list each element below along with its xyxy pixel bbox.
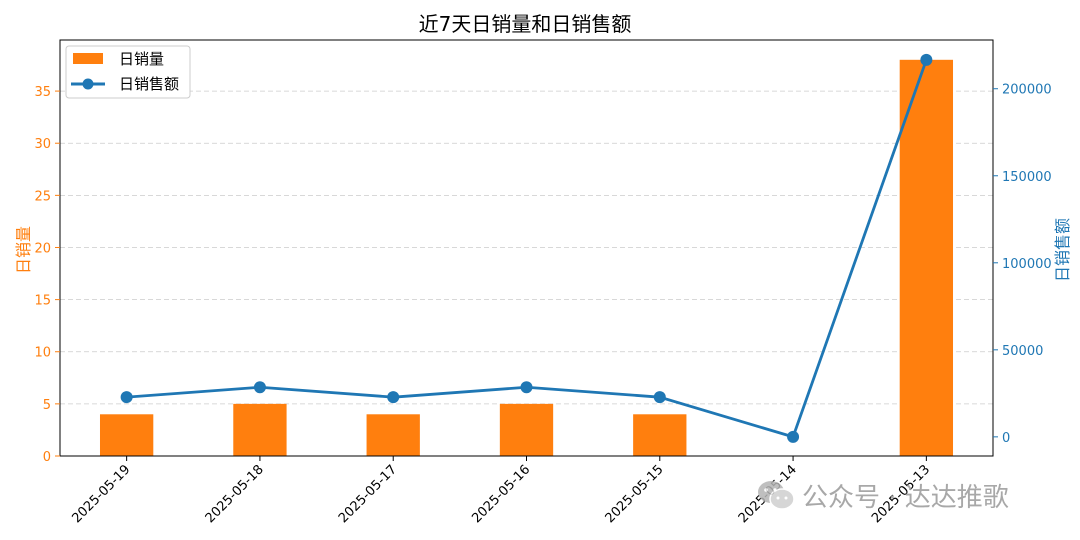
right-tick-label: 200000 [1002, 83, 1052, 98]
left-tick-label: 20 [34, 241, 51, 256]
right-y-axis: 0 50000 100000 150000 200000 [993, 83, 1052, 446]
right-tick-label: 0 [1002, 431, 1010, 446]
left-y-axis-label: 日销量 [14, 226, 33, 274]
left-tick-label: 0 [43, 450, 51, 465]
bar [633, 414, 687, 456]
line-point [387, 391, 400, 404]
left-tick-label: 25 [34, 189, 51, 204]
legend: 日销量 日销售额 [65, 45, 191, 99]
line-point [120, 391, 133, 404]
x-tick-label: 2025-05-19 [69, 462, 133, 526]
watermark: 公众号 · 达达推歌 [756, 478, 1009, 513]
bar [366, 414, 420, 456]
left-tick-label: 15 [34, 294, 51, 309]
line-series [120, 53, 933, 443]
x-tick-label: 2025-05-16 [469, 462, 533, 526]
bar-series [99, 59, 954, 457]
bar [899, 59, 954, 457]
right-tick-label: 100000 [1002, 257, 1052, 272]
line-point [253, 381, 266, 394]
bar [233, 403, 287, 456]
right-y-axis-label: 日销售额 [1053, 218, 1072, 282]
bar [99, 414, 154, 456]
right-tick-label: 150000 [1002, 170, 1052, 185]
legend-line-label: 日销售额 [119, 75, 179, 93]
legend-line-marker [82, 78, 94, 90]
legend-bar-label: 日销量 [119, 50, 164, 68]
left-tick-label: 30 [34, 137, 51, 152]
left-tick-label: 35 [34, 85, 51, 100]
line-point [653, 391, 666, 404]
left-tick-label: 10 [34, 346, 51, 361]
line-point [787, 430, 800, 443]
line-point [520, 381, 533, 394]
line-point [920, 53, 933, 66]
wechat-icon [758, 481, 795, 510]
watermark-text: 公众号 · 达达推歌 [802, 482, 1009, 513]
left-tick-label: 5 [43, 398, 51, 413]
chart-title: 近7天日销量和日销售额 [419, 12, 632, 36]
series-line [126, 59, 928, 439]
x-tick-label: 2025-05-15 [603, 462, 667, 526]
plot-frame [59, 39, 994, 457]
bar [499, 403, 554, 456]
right-tick-label: 50000 [1002, 344, 1043, 359]
grid-lines [60, 90, 993, 457]
legend-bar-swatch [73, 53, 103, 64]
x-tick-label: 2025-05-18 [203, 462, 267, 526]
x-tick-label: 2025-05-17 [336, 462, 400, 526]
left-y-axis: 0 5 10 15 20 25 30 35 [34, 85, 60, 465]
